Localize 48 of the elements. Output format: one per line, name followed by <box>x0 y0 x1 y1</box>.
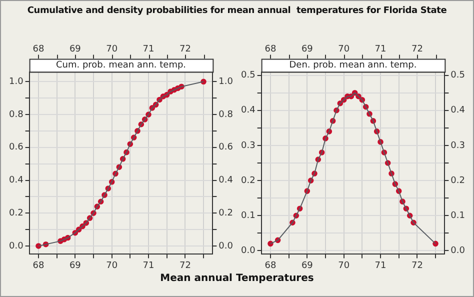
y-tick-label: 1.0 <box>8 77 24 88</box>
y2-tick-label: 0.4 <box>450 106 466 116</box>
x-tick-label: 68 <box>264 260 276 271</box>
y-tick-label: 0.5 <box>240 70 256 81</box>
x2-tick-label: 72 <box>179 44 191 55</box>
y-tick-label: 0.4 <box>240 106 256 116</box>
x2-tick-label: 71 <box>374 44 386 55</box>
y2-tick-label: 0.4 <box>218 176 234 186</box>
y-tick-label: 0.2 <box>8 208 24 218</box>
chart-subtitle: Den. prob. mean ann. temp. <box>289 60 417 71</box>
x2-tick-label: 69 <box>301 44 314 55</box>
y2-tick-label: 0.2 <box>450 176 466 186</box>
y-tick-label: 0.1 <box>240 210 256 221</box>
y2-tick-label: 0.6 <box>218 142 234 153</box>
x-tick-label: 71 <box>374 260 386 271</box>
x-tick-label: 69 <box>301 260 314 271</box>
x2-tick-label: 70 <box>106 44 118 55</box>
x2-tick-label: 68 <box>264 44 276 55</box>
x2-tick-label: 68 <box>32 44 44 55</box>
y-tick-label: 0.6 <box>8 142 24 153</box>
y-tick-label: 0.0 <box>8 241 24 252</box>
y-tick-label: 0.2 <box>240 176 256 186</box>
x-tick-label: 72 <box>411 260 423 271</box>
y2-tick-label: 0.8 <box>218 110 234 120</box>
y-tick-label: 0.4 <box>8 176 24 186</box>
y2-tick-label: 0.3 <box>450 140 466 151</box>
y2-tick-label: 0.5 <box>450 70 466 81</box>
y-tick-label: 0.3 <box>240 140 256 151</box>
text: Cumulative and density probabilities for mean annual temperatures for Florida State <box>26 6 448 16</box>
y2-tick-label: 0.0 <box>450 246 466 256</box>
x-axis-title: Mean annual Temperatures <box>159 273 315 284</box>
x2-tick-label: 72 <box>411 44 423 55</box>
x2-tick-label: 71 <box>142 44 154 55</box>
x2-tick-label: 69 <box>69 44 82 55</box>
x-tick-label: 72 <box>179 260 191 271</box>
y2-tick-label: 0.2 <box>218 208 234 218</box>
x-tick-label: 68 <box>32 260 44 271</box>
y2-tick-label: 0.0 <box>218 241 234 252</box>
x-tick-label: 70 <box>106 260 118 271</box>
x-tick-label: 69 <box>69 260 82 271</box>
x2-tick-label: 70 <box>338 44 350 55</box>
x-tick-label: 70 <box>338 260 350 271</box>
y2-tick-label: 0.1 <box>450 210 466 221</box>
y2-tick-label: 1.0 <box>218 77 234 88</box>
chart-subtitle: Cum. prob. mean ann. temp. <box>56 60 186 71</box>
x-tick-label: 71 <box>142 260 154 271</box>
y-tick-label: 0.8 <box>8 110 24 120</box>
y-tick-label: 0.0 <box>240 246 256 256</box>
